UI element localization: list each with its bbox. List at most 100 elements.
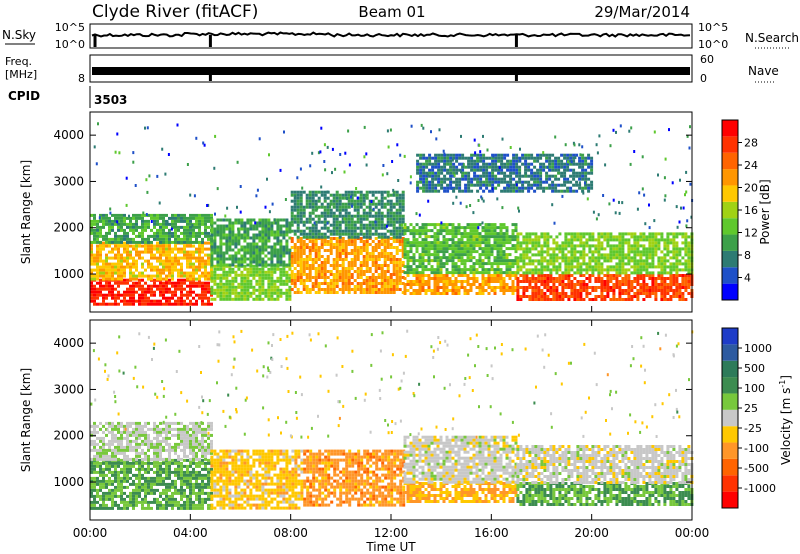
heatmap-cell [270, 291, 274, 295]
heatmap-cell [326, 211, 330, 215]
heatmap-cell [365, 190, 369, 194]
heatmap-cell [338, 199, 342, 203]
heatmap-cell [240, 248, 244, 252]
heatmap-cell [305, 193, 309, 197]
heatmap-cell [219, 218, 223, 222]
heatmap-cell [657, 256, 661, 260]
heatmap-cell [293, 190, 297, 194]
heatmap-cell [392, 226, 396, 230]
heatmap-cell [439, 292, 443, 295]
heatmap-cell [279, 239, 283, 243]
heatmap-cell [135, 262, 138, 266]
heatmap-cell [428, 186, 432, 190]
heatmap-cell [615, 235, 619, 239]
heatmap-cell [392, 240, 396, 243]
heatmap-cell [302, 261, 306, 264]
heatmap-cell [117, 253, 120, 257]
heatmap-cell [409, 241, 413, 245]
heatmap-cell [403, 238, 407, 242]
heatmap-cell [422, 186, 426, 190]
heatmap-cell [591, 259, 595, 263]
heatmap-cell [476, 162, 480, 166]
heatmap-cell [552, 250, 556, 254]
heatmap-cell [102, 241, 105, 245]
heatmap-cell [564, 271, 568, 275]
heatmap-cell [442, 223, 446, 227]
heatmap-cell [90, 256, 93, 260]
heatmap-cell [645, 256, 649, 260]
heatmap-cell [527, 183, 531, 187]
heatmap-cell [183, 278, 186, 282]
heatmap-cell [454, 250, 458, 254]
heatmap-cell [341, 258, 345, 261]
heatmap-cell [540, 262, 544, 266]
heatmap-cell [487, 268, 491, 272]
heatmap-cell [347, 205, 351, 209]
heatmap-cell [326, 240, 330, 243]
heatmap-cell [135, 277, 138, 281]
heatmap-cell [528, 262, 532, 266]
heatmap-cell [557, 165, 561, 169]
heatmap-cell [255, 242, 259, 246]
heatmap-cell [549, 271, 553, 275]
heatmap-cell [252, 233, 256, 237]
heatmap-cell [162, 213, 165, 217]
heatmap-cell [511, 283, 515, 286]
heatmap-cell [359, 288, 363, 291]
heatmap-cell [293, 232, 297, 236]
heatmap-cell [485, 168, 489, 172]
heatmap-cell [454, 247, 458, 251]
heatmap-cell [436, 280, 440, 283]
heatmap-cell [687, 259, 691, 263]
heatmap-cell [466, 253, 470, 257]
heatmap-cell [120, 281, 123, 285]
heatmap-cell [362, 232, 366, 236]
heatmap-cell [102, 284, 105, 288]
heatmap-cell [633, 235, 637, 239]
heatmap-cell [195, 250, 198, 254]
heatmap-cell [600, 289, 604, 292]
heatmap-cell [573, 283, 577, 286]
heatmap-cell [579, 238, 583, 242]
heatmap-cell [317, 246, 321, 249]
heatmap-cell [147, 284, 150, 288]
heatmap-cell [210, 288, 214, 292]
heatmap-cell [159, 287, 162, 291]
heatmap-cell [663, 277, 667, 280]
heatmap-cell [302, 214, 306, 218]
heatmap-cell [386, 279, 390, 282]
heatmap-cell [290, 229, 294, 233]
heatmap-cell [311, 258, 315, 261]
heatmap-cell [648, 262, 652, 266]
heatmap-cell [439, 280, 443, 283]
heatmap-cell [588, 259, 592, 263]
heatmap-cell [189, 256, 192, 260]
heatmap-cell [567, 277, 571, 280]
heatmap-cell [344, 270, 348, 273]
heatmap-cell [536, 153, 540, 157]
heatmap-cell [311, 264, 315, 267]
heatmap-cell [519, 298, 523, 301]
heatmap-cell [675, 244, 679, 248]
heatmap-cell [579, 295, 583, 298]
heatmap-cell [147, 225, 150, 229]
heatmap-cell [96, 281, 99, 285]
heatmap-cell [555, 286, 559, 289]
heatmap-cell [219, 227, 223, 231]
heatmap-cell [93, 268, 96, 272]
heatmap-cell [597, 259, 601, 263]
heatmap-cell [341, 196, 345, 200]
heatmap-cell [395, 267, 399, 270]
heatmap-cell [225, 279, 229, 283]
heatmap-cell [530, 183, 534, 187]
heatmap-cell [192, 277, 195, 281]
heatmap-cell [418, 262, 422, 266]
heatmap-cell [135, 244, 138, 248]
heatmap-cell [575, 180, 579, 184]
heatmap-cell [255, 233, 259, 237]
heatmap-cell [264, 288, 268, 292]
heatmap-cell [484, 283, 488, 286]
heatmap-cell [591, 274, 595, 277]
heatmap-cell [234, 257, 238, 261]
